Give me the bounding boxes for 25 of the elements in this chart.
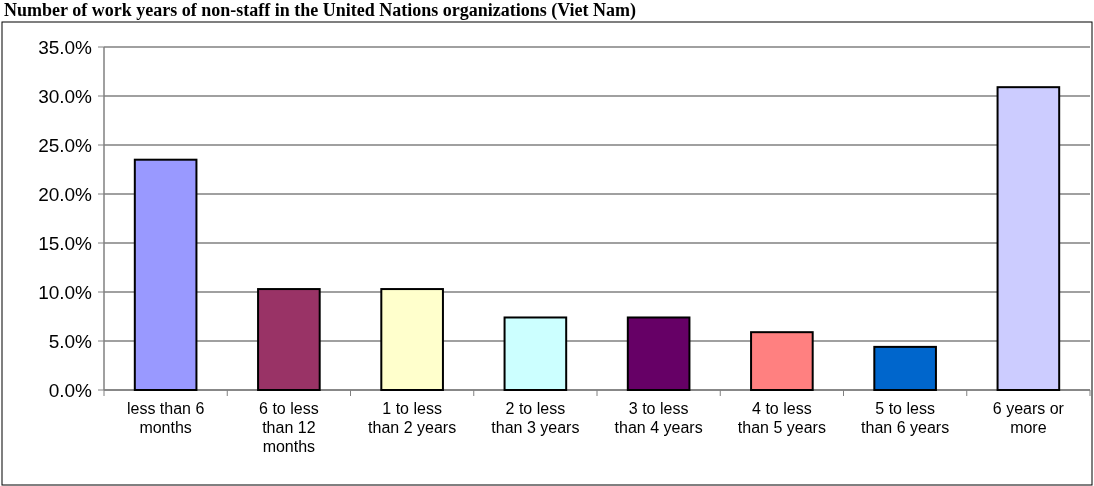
bar	[626, 316, 691, 391]
x-tick-label: 4 to less than 5 years	[737, 400, 826, 436]
y-tick-label: 30.0%	[38, 85, 93, 107]
y-tick-label: 15.0%	[38, 232, 93, 254]
y-tick-label: 5.0%	[48, 330, 93, 352]
x-tick-label: 6 years or more	[992, 400, 1065, 436]
bar	[503, 316, 568, 391]
y-tick-label: 35.0%	[38, 36, 93, 58]
y-tick-label: 10.0%	[38, 281, 93, 303]
y-tick-label: 20.0%	[38, 183, 93, 205]
x-tick-label: 6 to less than 12 months	[259, 400, 319, 455]
bar	[133, 158, 198, 391]
x-tick-label: 2 to less than 3 years	[491, 400, 580, 436]
bar	[996, 86, 1061, 391]
x-tick-label: 3 to less than 4 years	[614, 400, 703, 436]
y-tick-label: 0.0%	[48, 379, 93, 401]
bar	[380, 288, 444, 391]
x-tick-label: 5 to less than 6 years	[861, 400, 950, 436]
bar	[257, 288, 321, 391]
bar	[750, 331, 814, 391]
x-tick-label: 1 to less than 2 years	[368, 400, 457, 436]
x-tick-label: less than 6 months	[126, 400, 205, 436]
chart-title: Number of work years of non-staff in the United Nations organizations (Viet Nam)	[4, 0, 636, 21]
bar	[873, 345, 937, 391]
y-tick-label: 25.0%	[38, 134, 93, 156]
